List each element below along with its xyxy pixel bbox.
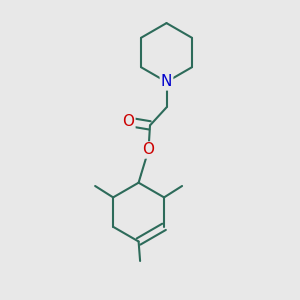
- Text: O: O: [142, 142, 154, 158]
- Text: N: N: [161, 74, 172, 89]
- Text: O: O: [122, 114, 134, 129]
